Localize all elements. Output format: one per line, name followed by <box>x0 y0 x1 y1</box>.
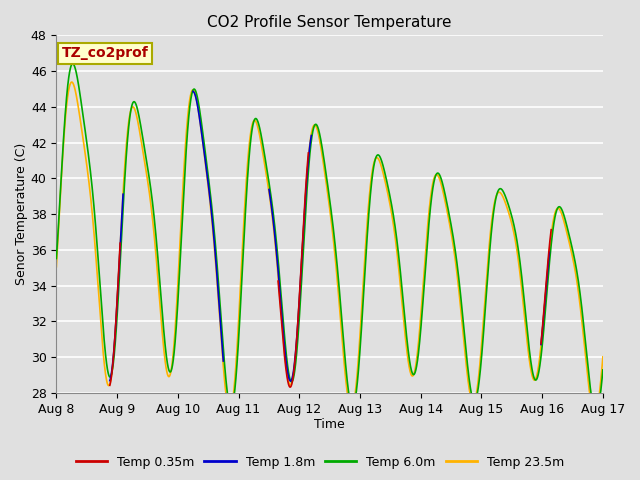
Legend: Temp 0.35m, Temp 1.8m, Temp 6.0m, Temp 23.5m: Temp 0.35m, Temp 1.8m, Temp 6.0m, Temp 2… <box>71 451 569 474</box>
Y-axis label: Senor Temperature (C): Senor Temperature (C) <box>15 143 28 285</box>
Title: CO2 Profile Sensor Temperature: CO2 Profile Sensor Temperature <box>207 15 452 30</box>
Text: TZ_co2prof: TZ_co2prof <box>62 46 148 60</box>
X-axis label: Time: Time <box>314 419 345 432</box>
